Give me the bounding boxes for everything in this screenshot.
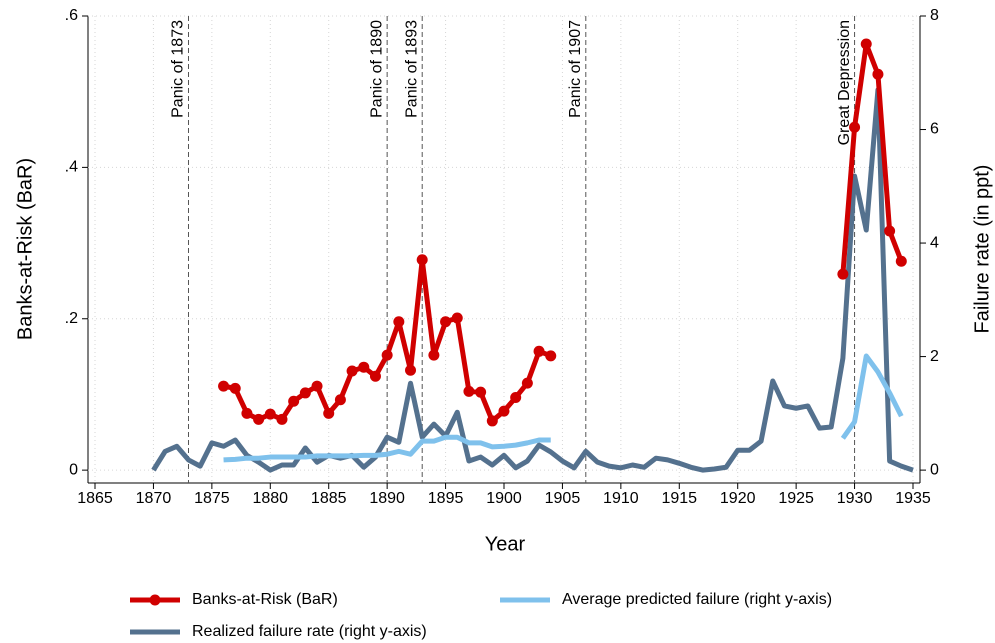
x-tick-label: 1910 bbox=[603, 490, 639, 507]
point bbox=[416, 254, 428, 266]
point bbox=[510, 391, 522, 403]
point bbox=[498, 405, 510, 417]
point bbox=[288, 395, 300, 407]
point bbox=[311, 380, 323, 392]
point bbox=[451, 312, 463, 324]
series-line bbox=[151, 87, 914, 473]
point bbox=[849, 121, 861, 133]
x-tick-label: 1920 bbox=[720, 490, 756, 507]
y-axis-title: Banks-at-Risk (BaR) bbox=[14, 158, 36, 340]
y2-tick-label: 8 bbox=[930, 7, 939, 24]
x-tick-label: 1870 bbox=[136, 490, 172, 507]
legend-label: Realized failure rate (right y-axis) bbox=[192, 623, 427, 640]
y-tick-label: .6 bbox=[65, 7, 78, 24]
y2-axis-title: Failure rate (in ppt) bbox=[971, 165, 993, 334]
x-tick-label: 1935 bbox=[895, 490, 931, 507]
y2-tick-label: 4 bbox=[930, 234, 939, 251]
point bbox=[323, 407, 335, 419]
point bbox=[241, 407, 253, 419]
x-tick-label: 1865 bbox=[77, 490, 113, 507]
point bbox=[393, 316, 405, 328]
point bbox=[486, 415, 498, 427]
event-label: Great Depression bbox=[836, 20, 853, 145]
point bbox=[837, 268, 849, 280]
point bbox=[440, 316, 452, 328]
x-tick-label: 1925 bbox=[778, 490, 814, 507]
point bbox=[334, 394, 346, 406]
point bbox=[545, 350, 557, 362]
point bbox=[895, 255, 907, 267]
point bbox=[218, 380, 230, 392]
event-label: Panic of 1907 bbox=[567, 20, 584, 118]
point bbox=[860, 38, 872, 50]
x-tick-label: 1900 bbox=[486, 490, 522, 507]
point bbox=[533, 345, 545, 357]
legend-label: Banks-at-Risk (BaR) bbox=[192, 591, 338, 608]
y-tick-label: .2 bbox=[65, 310, 78, 327]
y2-tick-label: 2 bbox=[930, 348, 939, 365]
event-label: Panic of 1893 bbox=[403, 20, 420, 118]
point bbox=[299, 387, 311, 399]
x-tick-label: 1930 bbox=[837, 490, 873, 507]
point bbox=[346, 365, 358, 377]
point bbox=[521, 377, 533, 389]
x-tick-label: 1915 bbox=[661, 490, 697, 507]
x-tick-label: 1885 bbox=[311, 490, 347, 507]
x-tick-label: 1895 bbox=[428, 490, 464, 507]
point bbox=[884, 225, 896, 237]
point bbox=[428, 349, 440, 361]
event-label: Panic of 1890 bbox=[368, 20, 385, 118]
point bbox=[276, 413, 288, 425]
point bbox=[229, 382, 241, 394]
point bbox=[358, 361, 370, 373]
point bbox=[463, 385, 475, 397]
x-tick-label: 1880 bbox=[252, 490, 288, 507]
x-tick-label: 1890 bbox=[369, 490, 405, 507]
point bbox=[381, 349, 393, 361]
point bbox=[475, 386, 487, 398]
x-axis-title: Year bbox=[485, 533, 526, 555]
y-tick-label: .4 bbox=[65, 159, 78, 176]
y-tick-label: 0 bbox=[69, 461, 78, 478]
point bbox=[872, 68, 884, 80]
legend-marker bbox=[149, 594, 161, 606]
point bbox=[369, 370, 381, 382]
x-tick-label: 1905 bbox=[545, 490, 581, 507]
point bbox=[253, 413, 265, 425]
x-tick-label: 1875 bbox=[194, 490, 230, 507]
point bbox=[264, 408, 276, 420]
legend-label: Average predicted failure (right y-axis) bbox=[562, 591, 832, 608]
y2-tick-label: 6 bbox=[930, 121, 939, 138]
point bbox=[405, 364, 417, 376]
series-line bbox=[223, 353, 904, 463]
y2-tick-label: 0 bbox=[930, 461, 939, 478]
event-label: Panic of 1873 bbox=[170, 20, 187, 118]
